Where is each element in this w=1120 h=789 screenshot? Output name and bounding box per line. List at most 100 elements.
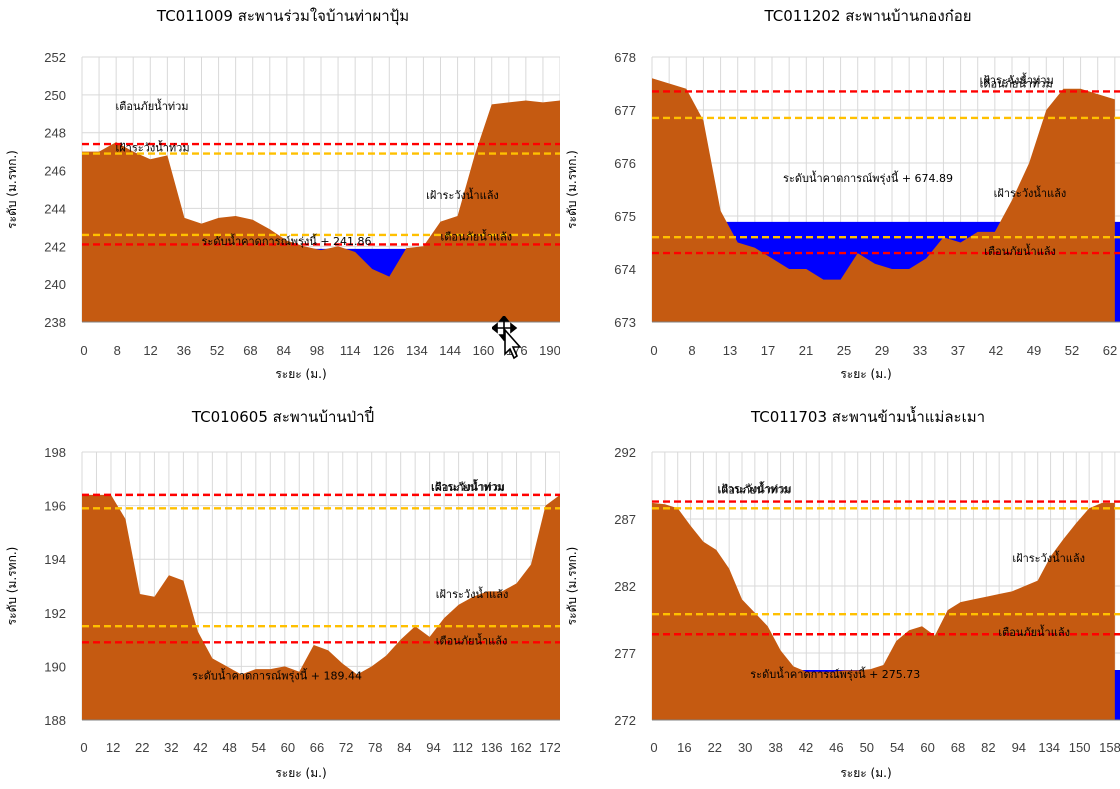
x-tick-label: 32 <box>164 740 178 755</box>
x-tick-label: 72 <box>339 740 353 755</box>
x-axis-title: ระยะ (ม.) <box>275 766 326 780</box>
x-tick-label: 52 <box>1065 343 1079 358</box>
x-tick-label: 0 <box>80 740 87 755</box>
y-axis-title: ระดับ (ม.รทก.) <box>5 547 19 626</box>
x-tick-label: 78 <box>368 740 382 755</box>
x-tick-label: 98 <box>310 343 324 358</box>
ground-area <box>82 100 560 322</box>
chart-title: TC011703 สะพานข้ามน้ำแม่ละเมา <box>750 406 985 426</box>
y-tick-label: 676 <box>614 156 636 171</box>
reference-line-label: เฝ้าระวังน้ำแล้ง <box>994 185 1067 200</box>
x-tick-label: 68 <box>243 343 257 358</box>
reference-line-label: เตือนภัยน้ำท่วม <box>980 75 1053 90</box>
reference-line-label: เฝ้าระวังน้ำแล้ง <box>1012 550 1085 565</box>
reference-line-label: เตือนภัยน้ำแล้ง <box>998 624 1070 639</box>
x-tick-label: 38 <box>768 740 782 755</box>
y-tick-label: 673 <box>614 315 636 330</box>
ground-area <box>652 78 1115 322</box>
chart-title: TC010605 สะพานบ้านป่าปี๋ <box>191 405 374 426</box>
y-axis-title: ระดับ (ม.รทก.) <box>5 150 19 229</box>
x-tick-label: 60 <box>920 740 934 755</box>
reference-line-label: เฝ้าระวังน้ำแล้ง <box>436 586 509 601</box>
x-tick-label: 46 <box>829 740 843 755</box>
y-tick-label: 277 <box>614 646 636 661</box>
x-tick-label: 162 <box>510 740 532 755</box>
x-tick-label: 60 <box>281 740 295 755</box>
x-tick-label: 12 <box>143 343 157 358</box>
x-tick-label: 37 <box>951 343 965 358</box>
x-tick-label: 8 <box>688 343 695 358</box>
x-tick-label: 160 <box>473 343 495 358</box>
x-axis-title: ระยะ (ม.) <box>275 367 326 381</box>
forecast-label: ระดับน้ำคาดการณ์พรุ่งนี้ + 275.73 <box>750 666 920 681</box>
x-tick-label: 134 <box>1038 740 1060 755</box>
y-tick-label: 250 <box>44 88 66 103</box>
x-tick-label: 94 <box>426 740 440 755</box>
x-tick-label: 136 <box>481 740 503 755</box>
y-tick-label: 194 <box>44 552 66 567</box>
x-tick-label: 158 <box>1099 740 1120 755</box>
reference-line-label: เตือนภัยน้ำแล้ง <box>436 632 508 647</box>
x-tick-label: 13 <box>723 343 737 358</box>
x-tick-label: 134 <box>406 343 428 358</box>
x-tick-label: 42 <box>989 343 1003 358</box>
y-tick-label: 188 <box>44 713 66 728</box>
y-tick-label: 242 <box>44 239 66 254</box>
y-tick-label: 678 <box>614 50 636 65</box>
x-tick-label: 12 <box>106 740 120 755</box>
ground-area <box>82 494 560 720</box>
reference-line-label: เฝ้าระวังน้ำท่วม <box>115 140 189 155</box>
chart-svg-tc011202: เตือนภัยน้ำท่วมเฝ้าระวังน้ำท่วมเฝ้าระวัง… <box>565 7 1120 381</box>
ground-area <box>652 502 1115 720</box>
x-tick-label: 112 <box>452 740 473 755</box>
chart-svg-tc011703: เตือนภัยน้ำท่วมเฝ้าระวังน้ำท่วมเฝ้าระวัง… <box>565 406 1120 780</box>
y-tick-label: 244 <box>44 201 66 216</box>
chart-panel-tc011202: เตือนภัยน้ำท่วม เฝ้าระวังน้ำท่วมเฝ้าระวัง… <box>560 0 1120 394</box>
x-tick-label: 42 <box>799 740 813 755</box>
y-tick-label: 674 <box>614 262 636 277</box>
x-tick-label: 54 <box>890 740 904 755</box>
reference-line-label: เฝ้าระวังน้ำท่วม <box>980 72 1054 87</box>
y-tick-label: 240 <box>44 277 66 292</box>
x-axis-title: ระยะ (ม.) <box>840 766 891 780</box>
y-axis-title: ระดับ (ม.รทก.) <box>565 150 579 229</box>
forecast-label: ระดับน้ำคาดการณ์พรุ่งนี้ + 189.44 <box>192 667 362 682</box>
x-tick-label: 48 <box>222 740 236 755</box>
x-tick-label: 50 <box>860 740 874 755</box>
x-tick-label: 84 <box>276 343 290 358</box>
x-tick-label: 68 <box>951 740 965 755</box>
x-tick-label: 62 <box>1103 343 1117 358</box>
x-tick-label: 29 <box>875 343 889 358</box>
x-tick-label: 126 <box>373 343 395 358</box>
y-tick-label: 292 <box>614 445 636 460</box>
x-tick-label: 150 <box>1069 740 1091 755</box>
y-axis-title: ระดับ (ม.รทก.) <box>565 547 579 626</box>
chart-title: TC011202 สะพานบ้านกองก๋อย <box>763 7 971 25</box>
forecast-label: ระดับน้ำคาดการณ์พรุ่งนี้ + 241.86 <box>202 233 372 248</box>
x-tick-label: 22 <box>708 740 722 755</box>
x-tick-label: 190 <box>539 343 560 358</box>
x-tick-label: 54 <box>252 740 266 755</box>
reference-line-label: เฝ้าระวังน้ำแล้ง <box>426 187 499 202</box>
x-tick-label: 0 <box>650 740 657 755</box>
move-cursor-icon <box>490 314 524 360</box>
chart-panel-tc010605: เตือนภัยน้ำท่วม เฝ้าระวังน้ำท่วม เฝ้าระวัง… <box>0 394 560 788</box>
x-tick-label: 49 <box>1027 343 1041 358</box>
x-tick-label: 82 <box>981 740 995 755</box>
y-tick-label: 192 <box>44 606 66 621</box>
y-tick-label: 190 <box>44 659 66 674</box>
chart-svg-tc010605: เตือนภัยน้ำท่วมเฝ้าระวังน้ำท่วมเฝ้าระวัง… <box>5 405 560 780</box>
y-tick-label: 238 <box>44 315 66 330</box>
x-tick-label: 172 <box>539 740 560 755</box>
x-tick-label: 21 <box>799 343 813 358</box>
y-tick-label: 246 <box>44 164 66 179</box>
y-tick-label: 252 <box>44 50 66 65</box>
x-tick-label: 17 <box>761 343 775 358</box>
x-tick-label: 0 <box>650 343 657 358</box>
x-tick-label: 42 <box>193 740 207 755</box>
x-tick-label: 66 <box>310 740 324 755</box>
x-tick-label: 94 <box>1012 740 1026 755</box>
x-tick-label: 22 <box>135 740 149 755</box>
x-tick-label: 16 <box>677 740 691 755</box>
x-tick-label: 36 <box>177 343 191 358</box>
